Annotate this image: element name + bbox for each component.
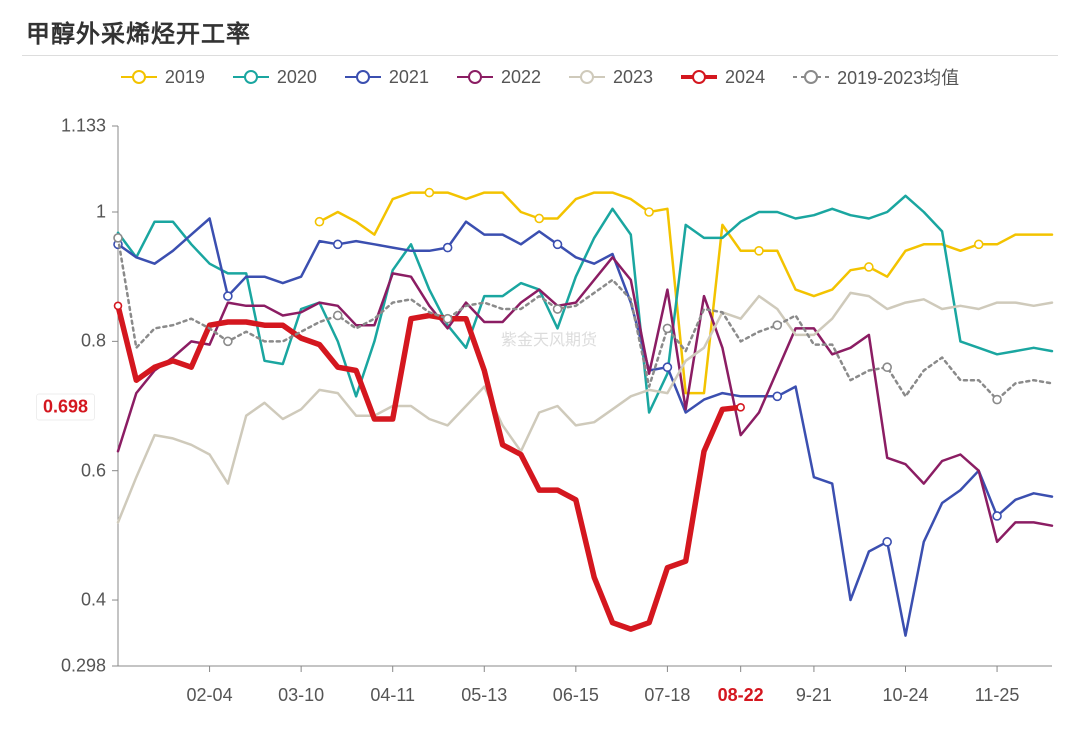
series-marker	[224, 292, 232, 300]
series-marker	[425, 189, 433, 197]
x-tick-label: 04-11	[370, 685, 415, 706]
series-avg	[118, 238, 1052, 400]
series-marker	[334, 311, 342, 319]
legend-swatch	[233, 68, 269, 86]
series-marker	[334, 240, 342, 248]
legend-label: 2023	[613, 67, 653, 88]
series-marker	[883, 363, 891, 371]
legend-item-2021[interactable]: 2021	[345, 67, 429, 88]
series-marker	[737, 404, 744, 411]
legend: 2019 2020 2021 2022 2023 2024 2019-2023均值	[22, 64, 1058, 90]
series-marker	[663, 363, 671, 371]
chart-svg	[22, 96, 1058, 706]
y-tick-label: 1	[52, 202, 106, 223]
x-tick-label: 07-18	[644, 685, 690, 706]
series-marker	[883, 538, 891, 546]
series-2020	[118, 196, 1052, 413]
x-tick-label: 06-15	[553, 685, 599, 706]
series-marker	[663, 324, 671, 332]
series-marker	[993, 396, 1001, 404]
y-tick-label: 0.298	[52, 656, 106, 677]
legend-item-2020[interactable]: 2020	[233, 67, 317, 88]
y-tick-label: 0.8	[52, 331, 106, 352]
legend-label: 2024	[725, 67, 765, 88]
series-marker	[315, 218, 323, 226]
title-divider	[22, 55, 1058, 56]
series-marker	[115, 302, 122, 309]
chart-title: 甲醇外采烯烃开工率	[26, 14, 1058, 49]
series-2024	[118, 306, 741, 629]
legend-item-2022[interactable]: 2022	[457, 67, 541, 88]
legend-item-2023[interactable]: 2023	[569, 67, 653, 88]
legend-label: 2020	[277, 67, 317, 88]
x-tick-label: 05-13	[461, 685, 507, 706]
legend-swatch	[793, 68, 829, 86]
legend-item-avg[interactable]: 2019-2023均值	[793, 64, 959, 90]
series-marker	[993, 512, 1001, 520]
series-marker	[535, 214, 543, 222]
series-marker	[975, 240, 983, 248]
series-marker	[865, 263, 873, 271]
series-marker	[755, 247, 763, 255]
series-marker	[444, 315, 452, 323]
legend-item-2019[interactable]: 2019	[121, 67, 205, 88]
legend-item-2024[interactable]: 2024	[681, 67, 765, 88]
series-marker	[773, 392, 781, 400]
series-marker	[554, 240, 562, 248]
legend-swatch	[569, 68, 605, 86]
series-marker	[224, 337, 232, 345]
series-marker	[114, 234, 122, 242]
y-tick-label: 1.133	[52, 116, 106, 137]
series-2022	[118, 257, 1052, 542]
x-tick-label: 9-21	[796, 685, 832, 706]
legend-swatch	[681, 68, 717, 86]
series-marker	[554, 305, 562, 313]
x-tick-label: 03-10	[278, 685, 324, 706]
legend-label: 2022	[501, 67, 541, 88]
y-tick-label: 0.4	[52, 590, 106, 611]
series-marker	[444, 244, 452, 252]
legend-label: 2019-2023均值	[837, 64, 959, 90]
x-tick-label: 10-24	[882, 685, 928, 706]
legend-label: 2021	[389, 67, 429, 88]
y-tick-label: 0.6	[52, 460, 106, 481]
legend-swatch	[457, 68, 493, 86]
x-tick-label: 02-04	[187, 685, 233, 706]
legend-swatch	[345, 68, 381, 86]
current-value-badge: 0.698	[36, 394, 95, 421]
x-tick-label: 11-25	[975, 685, 1020, 706]
series-marker	[645, 208, 653, 216]
legend-swatch	[121, 68, 157, 86]
chart-area: 0.298 0.4 0.6 0.8 1 1.133 02-04 03-10 04-11 05-1…	[22, 96, 1058, 706]
series-marker	[773, 321, 781, 329]
legend-label: 2019	[165, 67, 205, 88]
x-tick-label: 08-22	[718, 685, 764, 706]
series-2021	[118, 219, 1052, 636]
